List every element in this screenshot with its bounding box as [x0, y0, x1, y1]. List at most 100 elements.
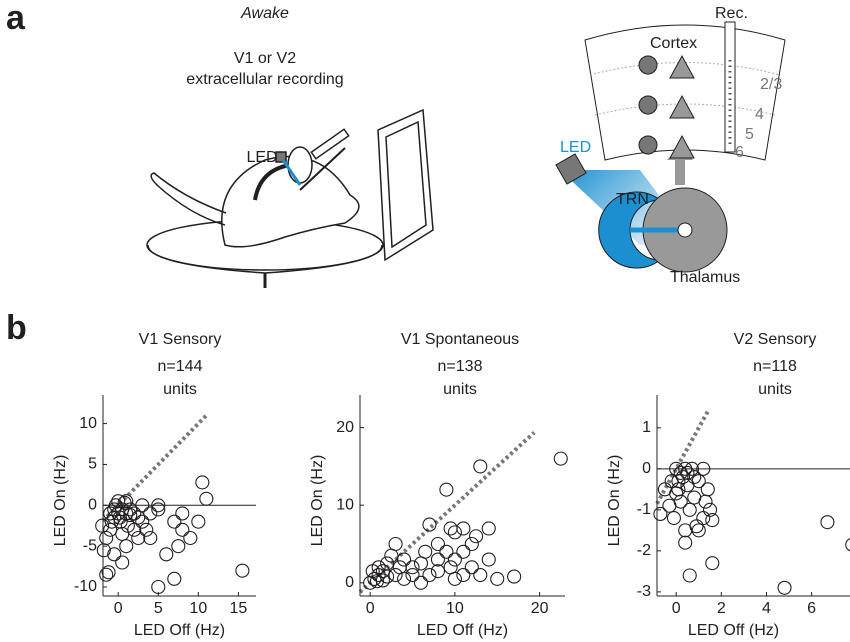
point	[431, 565, 444, 578]
point	[116, 556, 129, 569]
point	[152, 581, 165, 594]
x-axis-label: LED Off (Hz)	[134, 622, 225, 639]
point	[419, 545, 432, 558]
point	[192, 515, 205, 528]
point	[389, 569, 402, 582]
point	[423, 569, 436, 582]
y-tick-label: 10	[336, 496, 354, 513]
layer-label: 4	[755, 106, 764, 123]
point	[846, 538, 850, 551]
point	[457, 569, 470, 582]
point	[679, 536, 692, 549]
x-tick-label: 4	[762, 600, 771, 617]
point	[448, 553, 461, 566]
point	[440, 483, 453, 496]
point	[196, 476, 209, 489]
point	[389, 538, 402, 551]
x-axis-label: LED Off (Hz)	[688, 622, 779, 639]
point	[697, 512, 710, 525]
led-label: LED	[560, 139, 591, 156]
x-tick-label: 6	[807, 600, 816, 617]
point	[683, 503, 696, 516]
x-tick-label: 10	[446, 600, 464, 617]
point	[136, 515, 149, 528]
point	[414, 576, 427, 589]
cortex-label: Cortex	[650, 35, 697, 52]
chart-title: V1 Spontaneous	[401, 331, 519, 348]
point	[184, 531, 197, 544]
y-tick-label: -10	[74, 578, 97, 595]
panel-label: a	[6, 0, 26, 37]
point	[470, 530, 483, 543]
point	[474, 569, 487, 582]
point	[674, 495, 687, 508]
chart-subtitle: n=118	[753, 358, 797, 375]
point	[160, 548, 173, 561]
x-tick-label: 20	[531, 600, 549, 617]
point	[414, 557, 427, 570]
point	[457, 522, 470, 535]
y-tick-label: 10	[79, 415, 97, 432]
point	[140, 523, 153, 536]
x-tick-label: 0	[672, 600, 681, 617]
point	[100, 568, 113, 581]
point	[667, 512, 680, 525]
condition: Awake	[240, 5, 289, 22]
point	[176, 523, 189, 536]
point	[448, 526, 461, 539]
chart-subtitle: units	[758, 381, 792, 398]
y-axis-label: LED On (Hz)	[52, 455, 69, 547]
point	[706, 557, 719, 570]
chart-subtitle: n=138	[438, 358, 483, 375]
point	[236, 564, 249, 577]
layer-label: 5	[745, 126, 754, 143]
y-tick-label: 0	[642, 460, 651, 477]
point	[444, 561, 457, 574]
point	[144, 531, 157, 544]
layer-label: 2/3	[760, 76, 782, 93]
point	[423, 518, 436, 531]
point	[144, 507, 157, 520]
point	[132, 531, 145, 544]
point	[465, 561, 478, 574]
point	[778, 581, 791, 594]
y-axis-label: LED On (Hz)	[606, 455, 623, 547]
x-tick-label: 10	[189, 600, 207, 617]
trn-label: TRN	[616, 191, 649, 208]
point	[491, 572, 504, 585]
chart-subtitle: units	[443, 381, 477, 398]
y-tick-label: 5	[88, 456, 97, 473]
recording-text: V1 or V2	[234, 50, 296, 67]
point	[821, 516, 834, 529]
identity-line	[360, 432, 534, 592]
y-tick-label: 1	[642, 419, 651, 436]
y-tick-label: -1	[637, 501, 651, 518]
mouse-illustration	[147, 110, 433, 288]
point	[474, 460, 487, 473]
chart-subtitle: n=144	[158, 358, 203, 375]
point	[431, 538, 444, 551]
point	[465, 538, 478, 551]
point	[102, 566, 115, 579]
point	[176, 507, 189, 520]
point	[683, 569, 696, 582]
point	[120, 540, 133, 553]
y-tick-label: 20	[336, 419, 354, 436]
point	[554, 452, 567, 465]
chart-title: V2 Sensory	[734, 331, 817, 348]
point	[440, 545, 453, 558]
led-label: LED	[246, 149, 277, 166]
y-axis-label: LED On (Hz)	[309, 455, 326, 547]
point	[508, 570, 521, 583]
x-tick-label: 0	[366, 600, 375, 617]
point	[172, 540, 185, 553]
point	[406, 569, 419, 582]
point	[108, 548, 121, 561]
x-tick-label: 0	[114, 600, 123, 617]
point	[482, 553, 495, 566]
y-tick-label: 0	[88, 497, 97, 514]
x-tick-label: 5	[154, 600, 163, 617]
point	[482, 522, 495, 535]
point	[448, 572, 461, 585]
thalamus-label: Thalamus	[670, 269, 740, 286]
